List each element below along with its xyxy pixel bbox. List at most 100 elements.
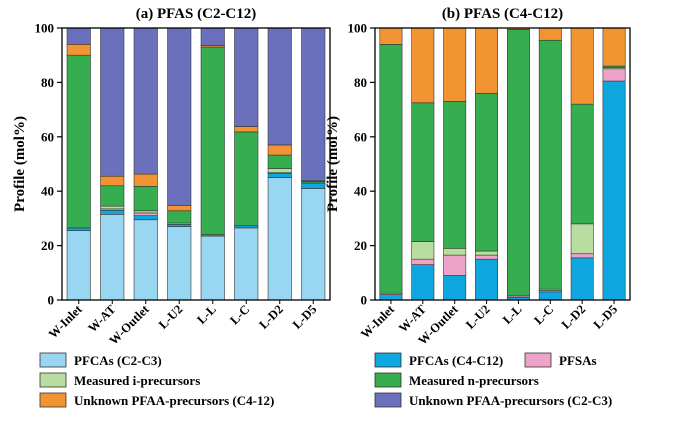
x-tick-label: L-L xyxy=(194,302,219,327)
bar-w-inlet-measured-n-precursors xyxy=(379,44,403,294)
bar-w-outlet-measured-n-precursors xyxy=(443,101,467,249)
bar-l-d5-unknown-pfaa-precursors-c2-c3 xyxy=(301,27,326,182)
bar-l-u2-unknown-pfaa-precursors-c2-c3 xyxy=(167,27,192,206)
bar-w-inlet-pfcas-c2-c3 xyxy=(66,230,91,301)
bar-w-inlet-pfcas-c4-c12 xyxy=(66,227,91,231)
legend-label: Unknown PFAA-precursors (C2-C3) xyxy=(409,393,612,408)
bar-w-at-unknown-pfaa-precursors-c2-c3 xyxy=(100,27,125,177)
bar-l-c-pfcas-c4-c12 xyxy=(538,291,562,301)
legend-label: Measured n-precursors xyxy=(409,373,539,388)
x-tick-label: L-C xyxy=(531,302,556,327)
x-tick-label: L-D2 xyxy=(256,302,286,332)
legend-swatch-measured-i-precursors xyxy=(39,372,67,388)
bar-l-c-measured-n-precursors xyxy=(538,39,562,290)
bar-w-inlet-unknown-pfaa-precursors-c4-12 xyxy=(66,44,91,56)
bar-w-at-measured-i-precursors xyxy=(411,241,435,260)
bar-l-l-unknown-pfaa-precursors-c2-c3 xyxy=(200,27,225,46)
legend-label: PFCAs (C2-C3) xyxy=(74,353,162,368)
legend-swatch-pfsas xyxy=(524,352,552,368)
bar-l-u2-unknown-pfaa-precursors-c4-12 xyxy=(475,27,499,94)
bar-l-u2-measured-n-precursors xyxy=(167,210,192,224)
legend: PFCAs (C2-C3) PFCAs (C4-C12) PFSAs Measured… xyxy=(39,352,612,408)
chart-title: (a) PFAS (C2-C12) xyxy=(136,6,257,22)
bar-w-inlet-unknown-pfaa-precursors-c4-12 xyxy=(379,27,403,45)
bar-w-outlet-measured-n-precursors xyxy=(133,186,158,212)
bar-l-d2-unknown-pfaa-precursors-c2-c3 xyxy=(267,27,292,146)
bar-l-d2-unknown-pfaa-precursors-c4-12 xyxy=(267,144,292,156)
bar-w-outlet-pfsas xyxy=(443,254,467,276)
bar-w-inlet-measured-n-precursors xyxy=(66,54,91,229)
x-tick-label: W-Inlet xyxy=(358,302,398,342)
x-tick-label: L-U2 xyxy=(463,302,493,332)
bar-w-outlet-pfcas-c4-c12 xyxy=(133,215,158,221)
y-tick-label: 100 xyxy=(35,21,55,36)
plot-frame xyxy=(374,27,631,301)
bar-w-outlet-measured-i-precursors xyxy=(133,210,158,214)
y-tick-label: 40 xyxy=(354,184,367,199)
y-tick-label: 80 xyxy=(354,75,367,90)
x-tick-label: L-D2 xyxy=(559,302,589,332)
bar-w-at-measured-n-precursors xyxy=(100,185,125,207)
bar-l-d2-pfcas-c2-c3 xyxy=(267,177,292,301)
y-tick-label: 40 xyxy=(41,184,54,199)
bar-l-d5-pfcas-c4-c12 xyxy=(301,182,326,189)
bar-w-outlet-pfsas xyxy=(133,212,158,216)
y-tick-label: 0 xyxy=(361,293,368,308)
bar-l-d5-pfcas-c2-c3 xyxy=(301,188,326,301)
bar-l-u2-pfcas-c4-c12 xyxy=(167,224,192,227)
legend-label: PFCAs (C4-C12) xyxy=(409,353,503,368)
bar-l-d2-measured-i-precursors xyxy=(267,168,292,174)
bar-w-outlet-pfcas-c2-c3 xyxy=(133,219,158,301)
legend-swatch-unknown-pfaa-precursors-c2-c3 xyxy=(374,392,402,408)
bar-w-at-pfcas-c4-c12 xyxy=(411,264,435,301)
bar-l-l-measured-n-precursors xyxy=(200,46,225,236)
y-tick-label: 0 xyxy=(48,293,55,308)
bar-l-d2-measured-n-precursors xyxy=(267,154,292,169)
x-tick-label: L-L xyxy=(500,302,525,327)
bar-w-outlet-unknown-pfaa-precursors-c2-c3 xyxy=(133,27,158,175)
legend-label: PFSAs xyxy=(559,353,597,368)
bar-l-d5-pfcas-c4-c12 xyxy=(602,80,626,301)
legend-swatch-unknown-pfaa-precursors-c4-12 xyxy=(39,392,67,408)
bar-l-l-measured-n-precursors xyxy=(506,29,530,297)
bar-w-at-pfsas xyxy=(411,258,435,265)
chart-panel-b: (b) PFAS (C4-C12)Profile (mol%)W-InletW-… xyxy=(325,6,631,348)
chart-title: (b) PFAS (C4-C12) xyxy=(442,6,563,22)
bar-l-d2-measured-n-precursors xyxy=(570,103,594,225)
x-tick-label: L-C xyxy=(227,302,252,327)
bar-l-d2-pfcas-c4-c12 xyxy=(267,173,292,178)
bar-l-c-pfcas-c4-c12 xyxy=(234,225,259,229)
bar-l-c-pfcas-c2-c3 xyxy=(234,227,259,301)
x-tick-label: L-U2 xyxy=(156,302,186,332)
legend-swatch-pfcas-c2-c3 xyxy=(39,352,67,368)
bar-w-outlet-unknown-pfaa-precursors-c4-12 xyxy=(133,173,158,187)
bar-w-at-measured-i-precursors xyxy=(100,205,125,210)
legend-label: Measured i-precursors xyxy=(74,373,200,388)
bar-l-d5-unknown-pfaa-precursors-c4-12 xyxy=(602,27,626,67)
x-tick-label: L-D5 xyxy=(591,302,621,332)
bar-w-outlet-unknown-pfaa-precursors-c4-12 xyxy=(443,27,467,102)
bar-w-inlet-pfcas-c4-c12 xyxy=(379,294,403,301)
chart-panel-a: (a) PFAS (C2-C12)Profile (mol%)W-Inlet W-… xyxy=(12,6,331,348)
plot-frame xyxy=(61,27,331,301)
bar-w-outlet-measured-i-precursors xyxy=(443,248,467,256)
bar-l-u2-pfcas-c2-c3 xyxy=(167,226,192,301)
bar-l-c-unknown-pfaa-precursors-c4-12 xyxy=(538,27,562,41)
bar-l-u2-pfcas-c4-c12 xyxy=(475,258,499,301)
legend-swatch-pfcas-c4-c12 xyxy=(374,352,402,368)
bar-l-d2-pfsas xyxy=(570,253,594,259)
y-tick-label: 80 xyxy=(41,75,54,90)
x-tick-label: W-Inlet xyxy=(46,302,86,342)
bar-l-d2-pfcas-c4-c12 xyxy=(570,257,594,301)
bar-w-outlet-pfcas-c4-c12 xyxy=(443,275,467,301)
bar-l-c-unknown-pfaa-precursors-c4-12 xyxy=(234,126,259,133)
bar-l-d2-unknown-pfaa-precursors-c4-12 xyxy=(570,27,594,105)
bar-w-at-unknown-pfaa-precursors-c4-12 xyxy=(100,175,125,187)
y-axis-label: Profile (mol%) xyxy=(12,116,28,212)
bar-l-c-unknown-pfaa-precursors-c2-c3 xyxy=(234,27,259,127)
bar-w-inlet-unknown-pfaa-precursors-c2-c3 xyxy=(66,27,91,45)
y-tick-label: 20 xyxy=(41,238,54,253)
bar-w-at-measured-n-precursors xyxy=(411,102,435,242)
bar-l-u2-pfsas xyxy=(475,254,499,260)
